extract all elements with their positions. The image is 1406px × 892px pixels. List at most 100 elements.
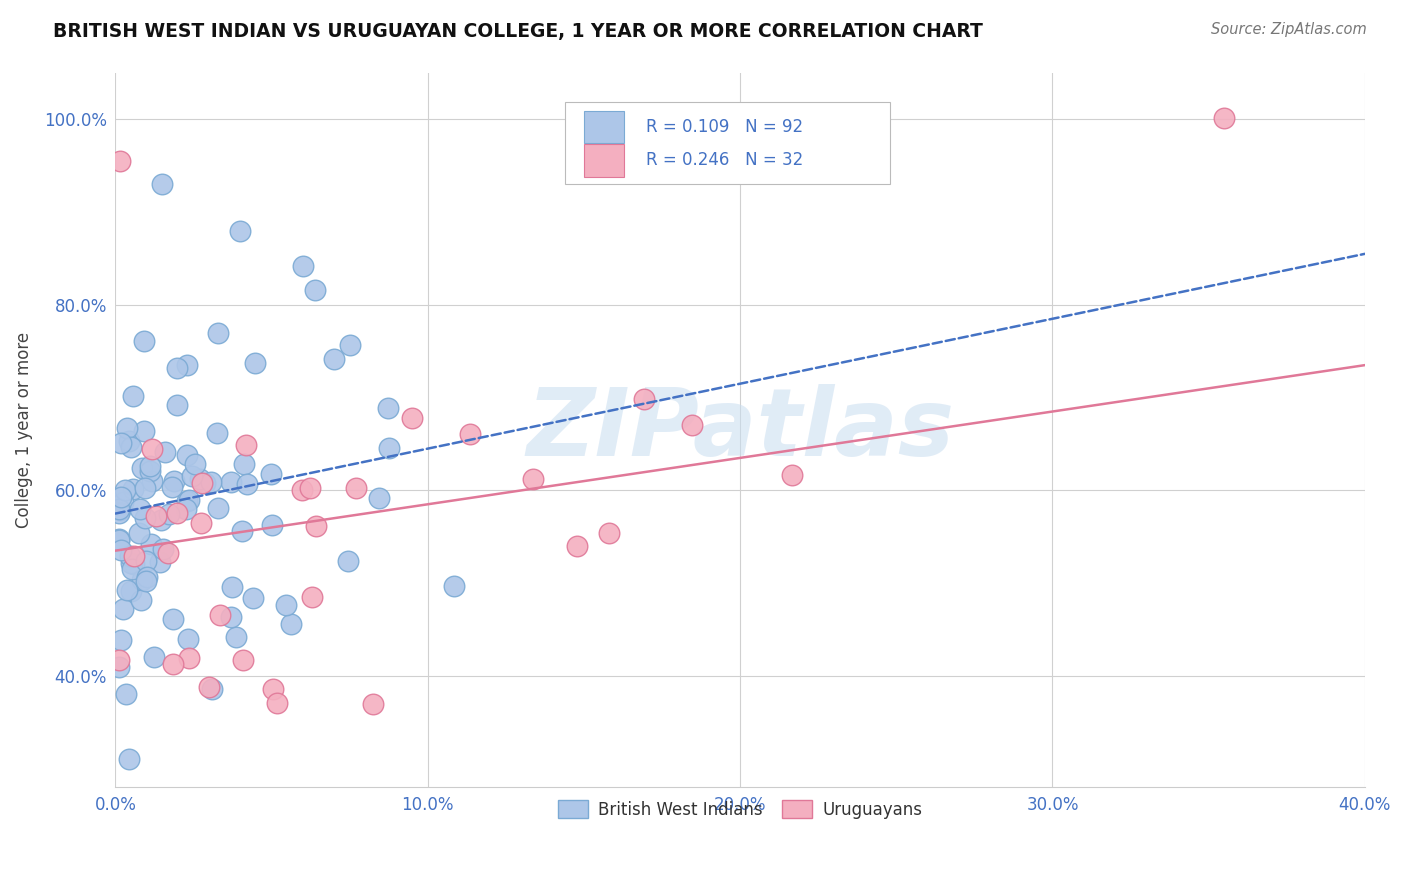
Point <box>131 461 153 475</box>
Point <box>139 463 162 477</box>
Point <box>128 526 150 541</box>
Point <box>378 442 401 456</box>
Point <box>336 554 359 568</box>
Point <box>262 682 284 697</box>
Point <box>232 653 254 667</box>
Point <box>361 697 384 711</box>
Point <box>229 224 252 238</box>
Point <box>118 751 141 765</box>
Point <box>166 360 188 375</box>
Point <box>180 469 202 483</box>
Point <box>145 508 167 523</box>
Point <box>111 602 134 616</box>
Point <box>108 502 131 516</box>
Point <box>565 539 588 553</box>
Point <box>233 457 256 471</box>
Point <box>118 549 141 563</box>
Point <box>291 483 314 497</box>
Point <box>108 533 131 547</box>
Point <box>209 607 232 622</box>
Point <box>291 259 314 273</box>
Point <box>135 574 157 588</box>
Text: Source: ZipAtlas.com: Source: ZipAtlas.com <box>1211 22 1367 37</box>
Point <box>110 542 132 557</box>
Point <box>135 570 157 584</box>
Point <box>179 651 201 665</box>
Point <box>262 517 284 532</box>
Point <box>782 467 804 482</box>
Point <box>117 582 139 597</box>
Point <box>207 425 229 440</box>
Point <box>107 506 129 520</box>
Point <box>367 491 389 505</box>
Point <box>149 555 172 569</box>
Point <box>242 591 264 605</box>
Point <box>135 554 157 568</box>
Point <box>301 591 323 605</box>
Point <box>152 541 174 556</box>
Point <box>339 338 361 352</box>
Point <box>134 481 156 495</box>
Point <box>219 475 242 489</box>
Point <box>134 511 156 525</box>
Point <box>188 472 211 486</box>
Point <box>179 492 201 507</box>
Point <box>114 688 136 702</box>
Point <box>344 481 367 495</box>
Point <box>107 653 129 667</box>
Point <box>298 481 321 495</box>
Point <box>107 659 129 673</box>
Point <box>162 474 184 488</box>
Point <box>274 599 297 613</box>
Y-axis label: College, 1 year or more: College, 1 year or more <box>15 332 32 528</box>
Point <box>377 401 399 416</box>
Point <box>141 474 163 488</box>
Point <box>162 612 184 626</box>
Point <box>200 475 222 489</box>
Point <box>458 427 481 442</box>
Text: ZIPatlas: ZIPatlas <box>526 384 955 476</box>
Point <box>120 556 142 570</box>
Point <box>166 398 188 412</box>
Point <box>162 657 184 672</box>
Point <box>200 681 222 696</box>
Point <box>221 580 243 594</box>
Point <box>174 501 197 516</box>
Point <box>198 680 221 694</box>
Point <box>633 392 655 407</box>
Point <box>207 501 229 516</box>
Point <box>141 442 163 457</box>
Point <box>443 579 465 593</box>
Point <box>139 537 162 551</box>
Point <box>681 418 703 433</box>
Point <box>401 411 423 425</box>
Point <box>110 436 132 450</box>
Point <box>305 518 328 533</box>
FancyBboxPatch shape <box>583 145 624 177</box>
Point <box>115 421 138 435</box>
Point <box>108 153 131 168</box>
Point <box>121 482 143 496</box>
Point <box>142 649 165 664</box>
Point <box>108 503 131 517</box>
Point <box>150 178 173 192</box>
Point <box>129 502 152 516</box>
Point <box>176 448 198 462</box>
Point <box>132 424 155 438</box>
Point <box>120 584 142 599</box>
Point <box>225 630 247 644</box>
Point <box>260 467 283 482</box>
Point <box>190 516 212 531</box>
Point <box>121 389 143 403</box>
Point <box>139 458 162 473</box>
Point <box>149 512 172 526</box>
Point <box>118 434 141 449</box>
Point <box>235 438 257 452</box>
Point <box>107 532 129 546</box>
Point <box>110 490 132 504</box>
Point <box>176 358 198 372</box>
Point <box>522 472 544 486</box>
Point <box>122 557 145 571</box>
Point <box>598 525 620 540</box>
Point <box>110 632 132 647</box>
